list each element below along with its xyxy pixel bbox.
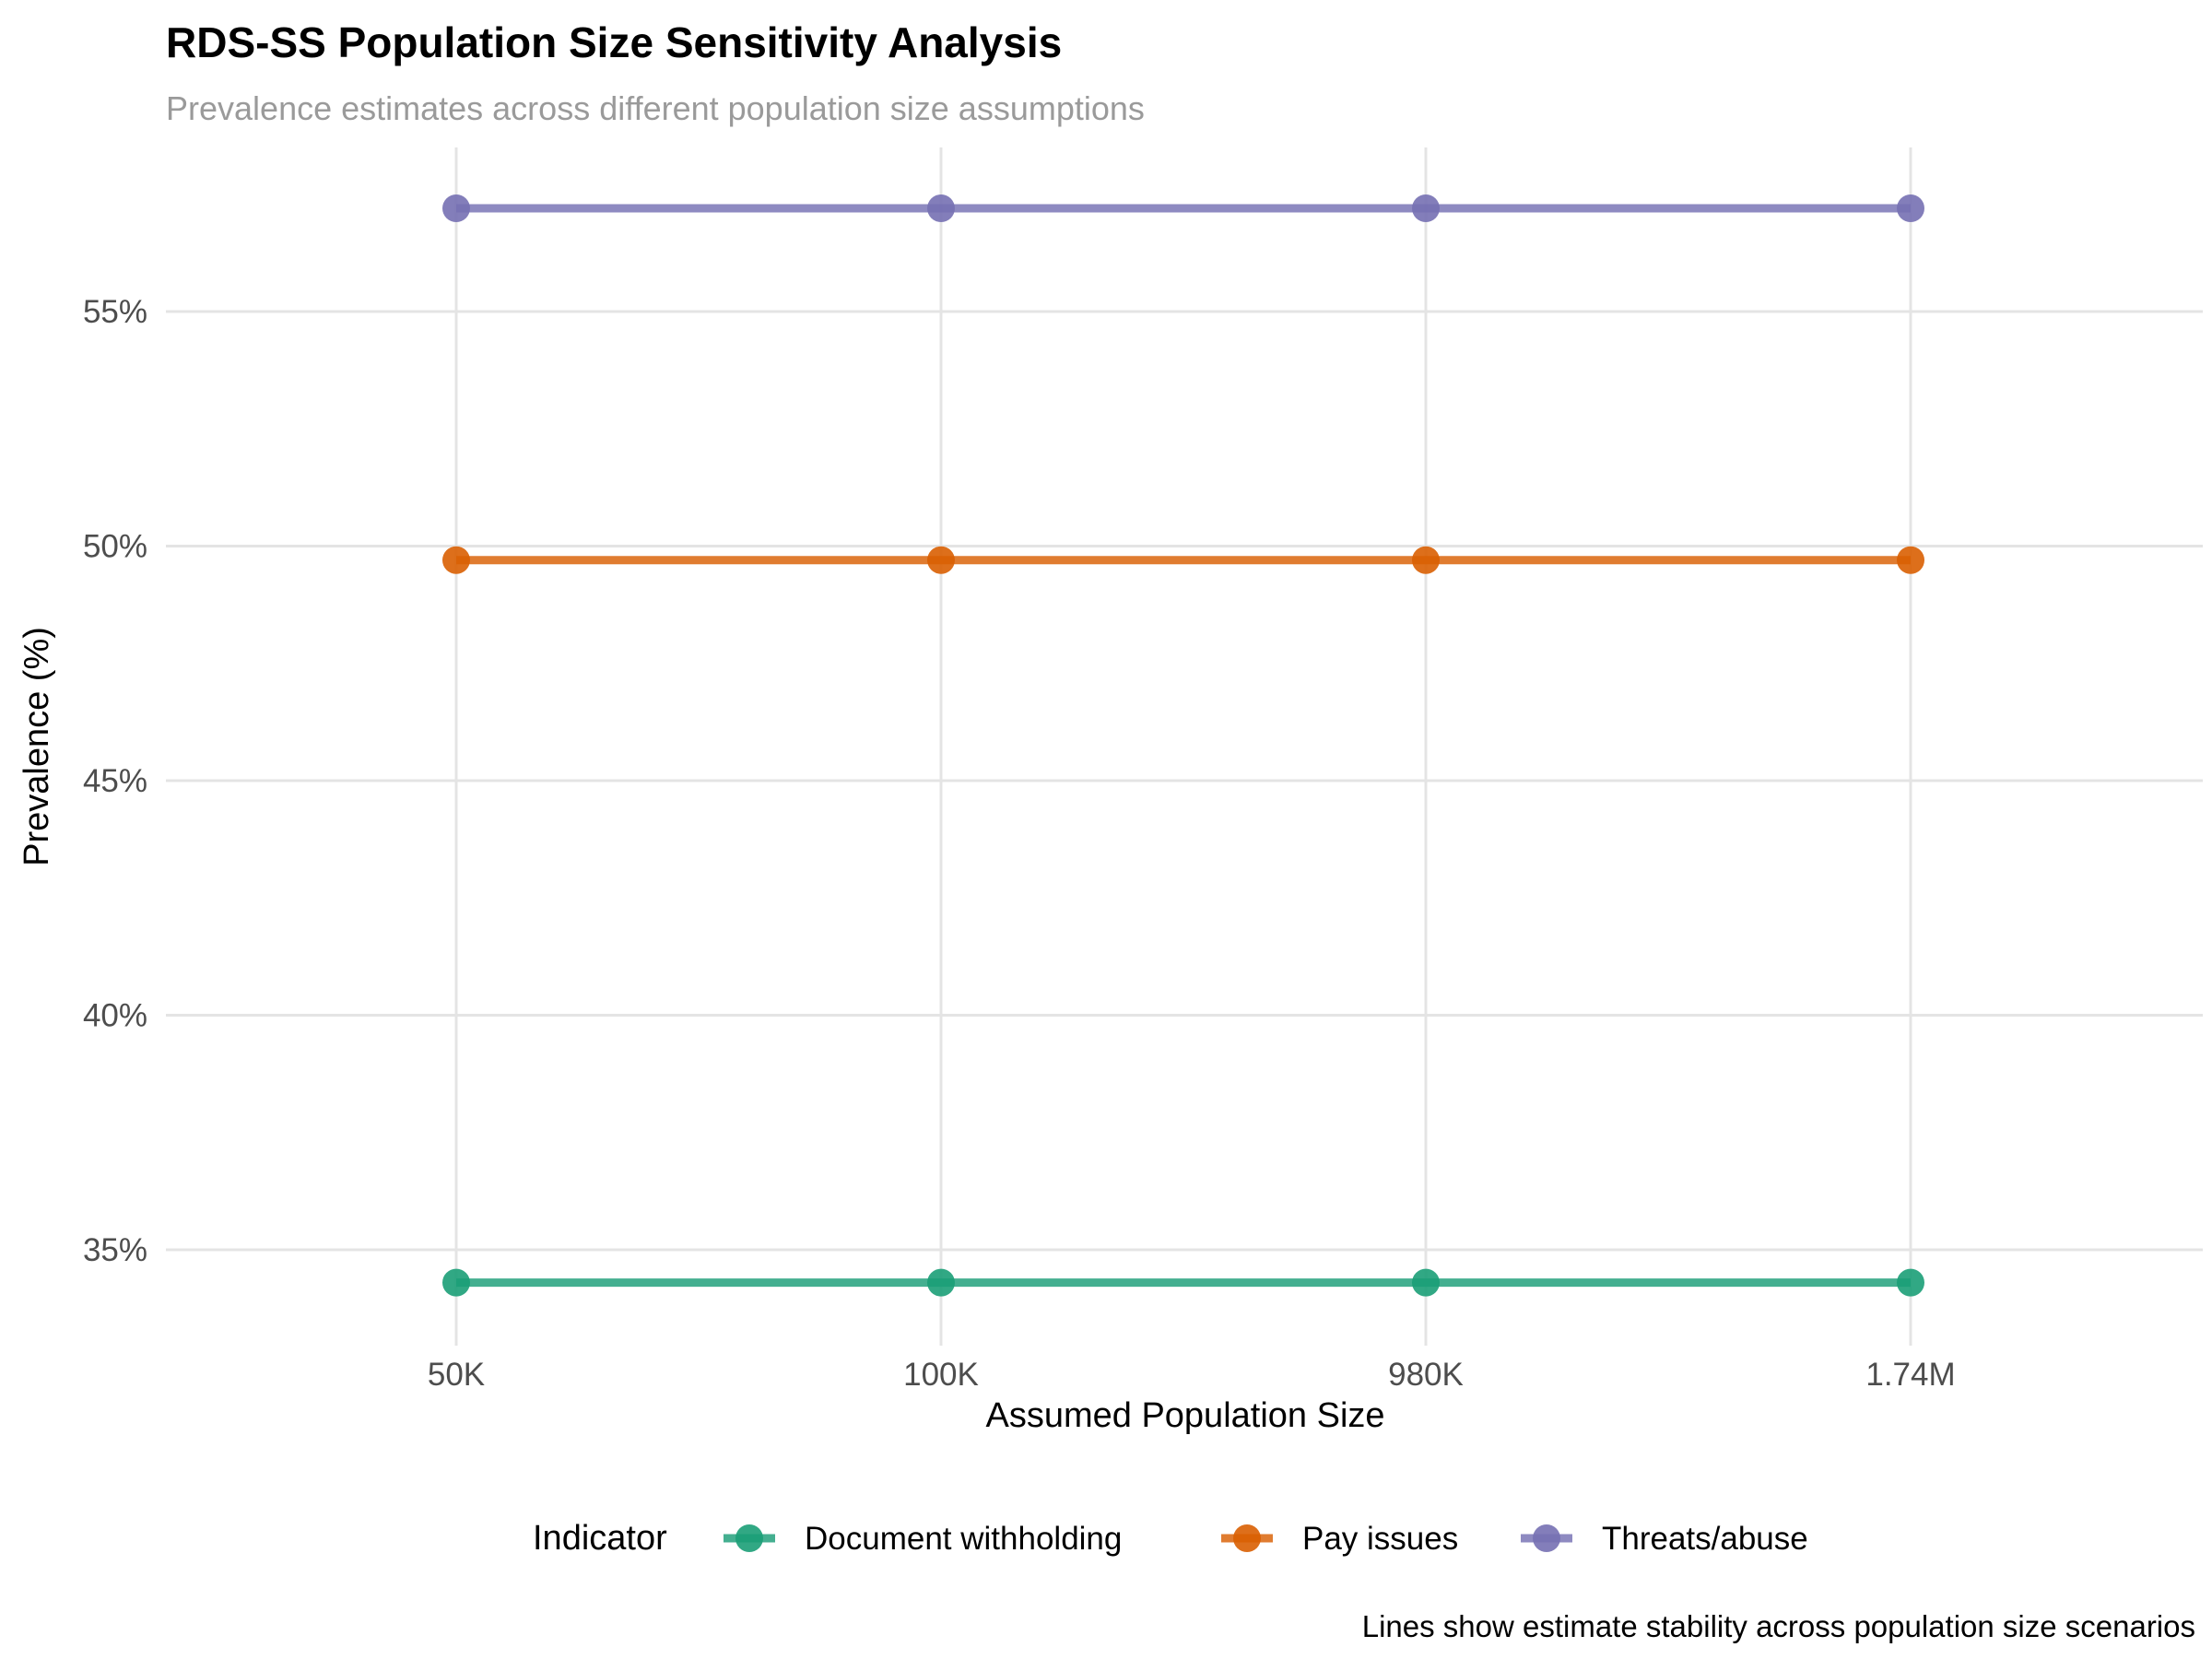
legend-label: Threats/abuse — [1602, 1521, 1808, 1557]
legend-label: Pay issues — [1302, 1521, 1458, 1557]
x-axis-title: Assumed Population Size — [985, 1396, 1384, 1435]
legend-item: Pay issues — [1221, 1521, 1458, 1557]
chart-caption: Lines show estimate stability across pop… — [1362, 1609, 2195, 1643]
series-document-withholding — [442, 1268, 1924, 1297]
data-point — [927, 546, 955, 574]
legend-key-point — [735, 1524, 763, 1552]
legend-key-point — [1533, 1524, 1560, 1552]
series — [442, 194, 1924, 1297]
x-tick-label: 1.74M — [1865, 1357, 1955, 1393]
x-tick-label: 50K — [428, 1357, 485, 1393]
y-tick-label: 45% — [83, 763, 147, 799]
y-axis-title: Prevalence (%) — [18, 627, 56, 866]
y-tick-label: 35% — [83, 1232, 147, 1268]
x-tick-label: 100K — [903, 1357, 979, 1393]
data-point — [927, 194, 955, 223]
x-axis-ticks: 50K 100K 980K 1.74M — [428, 1357, 1956, 1393]
legend-item: Document withholding — [724, 1521, 1122, 1557]
chart-subtitle: Prevalence estimates across different po… — [166, 89, 1145, 127]
series-threats-abuse — [442, 194, 1924, 223]
series-pay-issues — [442, 546, 1924, 574]
legend-label: Document withholding — [805, 1521, 1122, 1557]
data-point — [1897, 1268, 1924, 1297]
chart-title: RDS-SS Population Size Sensitivity Analy… — [166, 18, 1062, 66]
data-point — [1412, 546, 1440, 574]
y-tick-label: 40% — [83, 998, 147, 1034]
data-point — [442, 1268, 470, 1297]
legend-key-point — [1233, 1524, 1261, 1552]
data-point — [1897, 546, 1924, 574]
data-point — [442, 546, 470, 574]
data-point — [442, 194, 470, 223]
gridlines — [166, 147, 2203, 1346]
data-point — [1897, 194, 1924, 223]
legend-item: Threats/abuse — [1521, 1521, 1808, 1557]
data-point — [927, 1268, 955, 1297]
y-tick-label: 50% — [83, 529, 147, 565]
y-tick-label: 55% — [83, 294, 147, 330]
data-point — [1412, 1268, 1440, 1297]
legend-title: Indicator — [533, 1519, 667, 1558]
y-axis-ticks: 35% 40% 45% 50% 55% — [83, 294, 147, 1268]
data-point — [1412, 194, 1440, 223]
x-tick-label: 980K — [1388, 1357, 1464, 1393]
legend: Indicator Document withholding Pay issues… — [533, 1519, 1808, 1558]
